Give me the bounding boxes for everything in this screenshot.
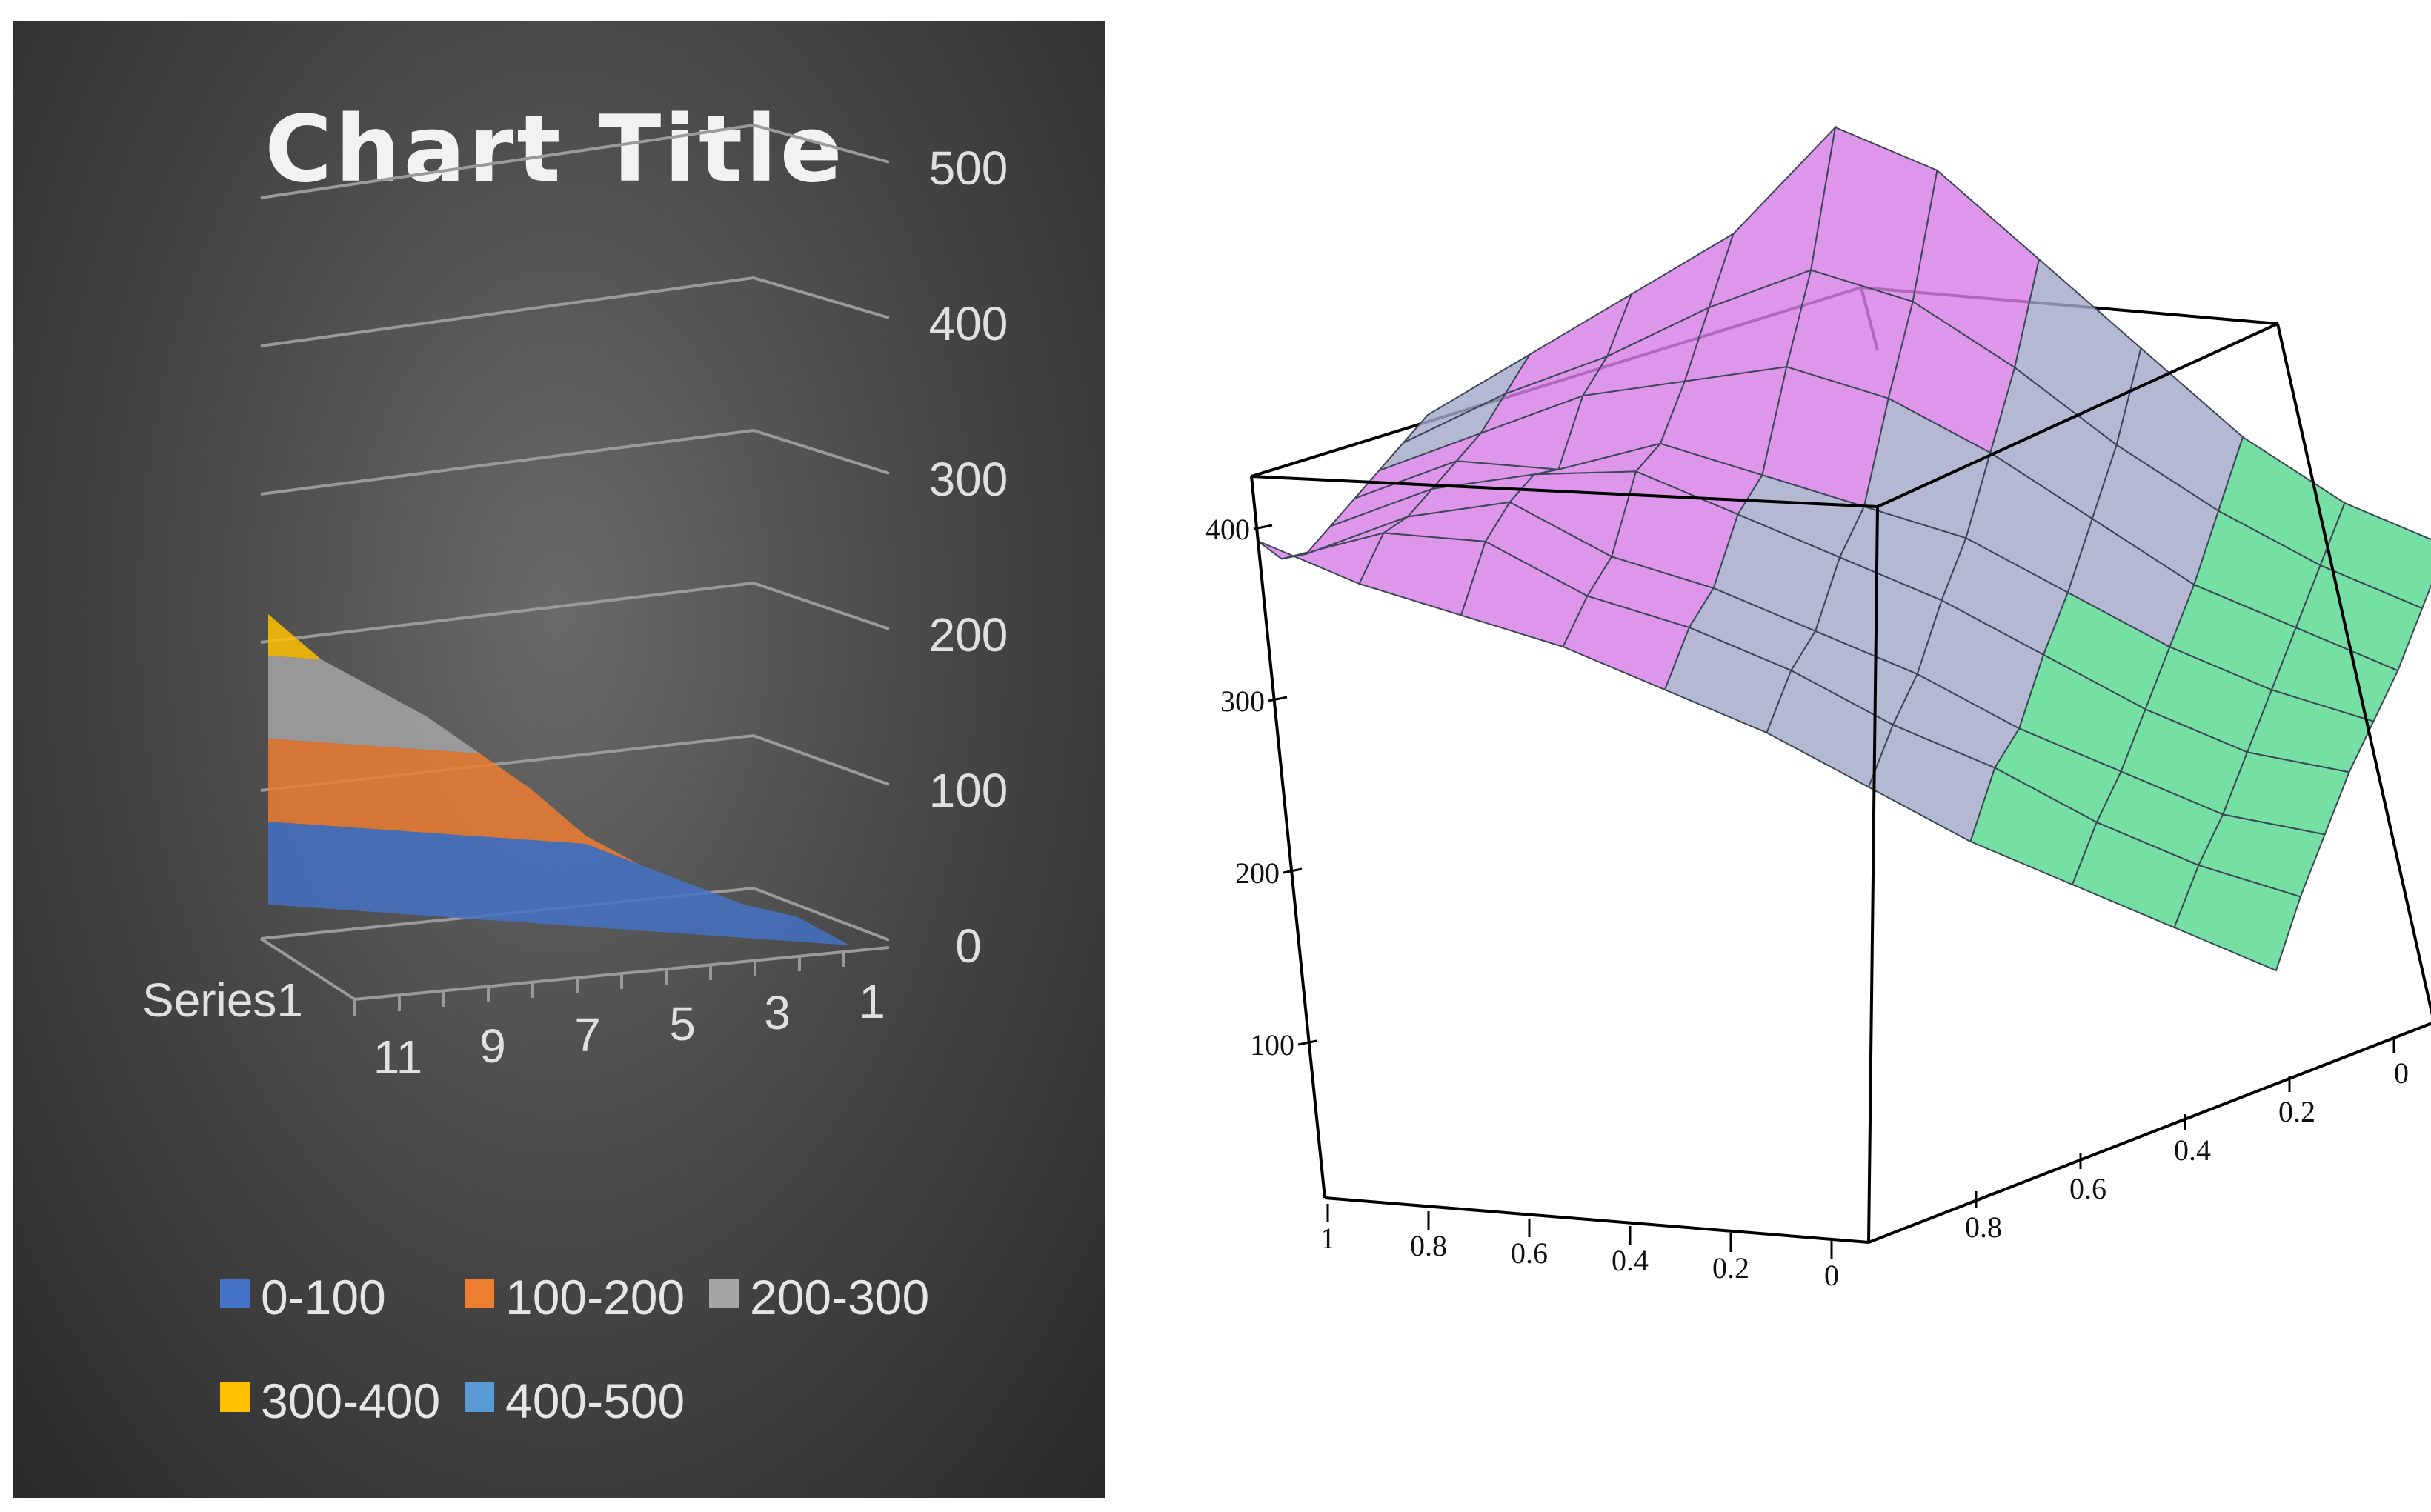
- excel-legend: 0-100 100-200 200-300 300-400 400-500: [220, 1270, 929, 1428]
- y-tick-label: 0.8: [1965, 1210, 2002, 1244]
- surface-band: [268, 739, 850, 945]
- z-tick-label: 300: [929, 453, 1008, 506]
- z-gridline: [260, 886, 890, 942]
- z-tick-label: 400: [1205, 513, 1250, 546]
- maple-3d-plot: 100 200 300 400 1 0.8 0.6 0.4 0.2 0 0.8 0.6 0.4 0.2 0: [1205, 124, 2431, 1292]
- x-tick-label: 11: [373, 1030, 422, 1084]
- legend-swatch: [220, 1382, 250, 1412]
- x-tick-label: 1: [1320, 1222, 1335, 1255]
- y-tick-label: 0.6: [2069, 1172, 2106, 1205]
- z-tick-label: 400: [929, 297, 1008, 350]
- legend-swatch: [465, 1382, 494, 1412]
- z-tick-mark: [1253, 524, 1273, 530]
- maple-box-front: [1250, 322, 2431, 1244]
- excel-surface: [268, 614, 850, 945]
- box-edge: [1877, 322, 2278, 508]
- z-tick-label: 200: [1235, 856, 1280, 890]
- legend-swatch: [220, 1279, 250, 1308]
- x-tick-label: 5: [669, 997, 696, 1050]
- legend-label: 400-500: [505, 1373, 685, 1428]
- legend-swatch: [465, 1279, 494, 1308]
- z-tick-label: 500: [929, 141, 1008, 195]
- z-tick-label: 100: [1250, 1028, 1294, 1062]
- box-edge: [2276, 323, 2431, 1016]
- x-tick-label: 1: [859, 975, 885, 1028]
- x-tick-label: 7: [574, 1008, 601, 1062]
- x-tick-label: 0.4: [1612, 1244, 1649, 1277]
- x-tick-label: 0: [1824, 1259, 1839, 1292]
- box-edge: [1250, 476, 1326, 1199]
- x-tick-label: 0.8: [1410, 1229, 1447, 1262]
- z-tick-mark: [1283, 867, 1303, 874]
- x-tick-label: 3: [764, 986, 791, 1039]
- maple-ticks: 100 200 300 400 1 0.8 0.6 0.4 0.2 0 0.8 0.6 0.4 0.2 0: [1205, 513, 2409, 1292]
- x-axis-line: [259, 937, 890, 1002]
- z-tick-label: 0: [955, 919, 982, 973]
- legend-label: 200-300: [750, 1270, 929, 1325]
- z-tick-mark: [1297, 1039, 1317, 1046]
- z-gridline: [260, 428, 890, 496]
- excel-chart-panel: Chart Title 0 100 200 300 400 500 11 9 7 5 3 1 Serie…: [13, 21, 1105, 1498]
- y-tick-label: 0: [2394, 1056, 2409, 1090]
- y-tick-label: 0.2: [2278, 1095, 2315, 1128]
- legend-swatch: [709, 1279, 739, 1308]
- x-tick-label: 9: [479, 1019, 506, 1073]
- x-tick-label: 0.2: [1712, 1251, 1749, 1285]
- z-tick-mark: [1268, 696, 1288, 702]
- excel-axes: 0 100 200 300 400 500 11 9 7 5 3 1 Series1: [142, 141, 1008, 1084]
- legend-label: 100-200: [505, 1270, 685, 1325]
- maple-surface: [1257, 124, 2431, 972]
- z-gridline: [260, 123, 890, 199]
- box-edge: [1324, 1196, 1869, 1244]
- chart-title: Chart Title: [265, 96, 845, 203]
- z-tick-label: 300: [1220, 685, 1265, 718]
- z-gridline: [260, 276, 890, 347]
- box-edge: [1867, 506, 1879, 1243]
- legend-label: 0-100: [261, 1270, 386, 1325]
- box-edge: [1868, 1022, 2431, 1244]
- legend-label: 300-400: [261, 1373, 440, 1428]
- y-tick-label: 0.4: [2174, 1133, 2211, 1167]
- z-tick-label: 200: [929, 608, 1008, 662]
- series-axis-label: Series1: [142, 973, 303, 1027]
- surface-patch: [2319, 502, 2431, 610]
- z-gridline: [260, 581, 890, 644]
- surface-band: [268, 656, 850, 945]
- surface-band: [268, 822, 850, 945]
- z-tick-label: 100: [929, 764, 1008, 817]
- excel-chart-svg: Chart Title 0 100 200 300 400 500 11 9 7 5 3 1 Serie…: [142, 96, 1008, 1428]
- x-tick-label: 0.6: [1511, 1236, 1548, 1270]
- box-edge: [1251, 475, 1878, 508]
